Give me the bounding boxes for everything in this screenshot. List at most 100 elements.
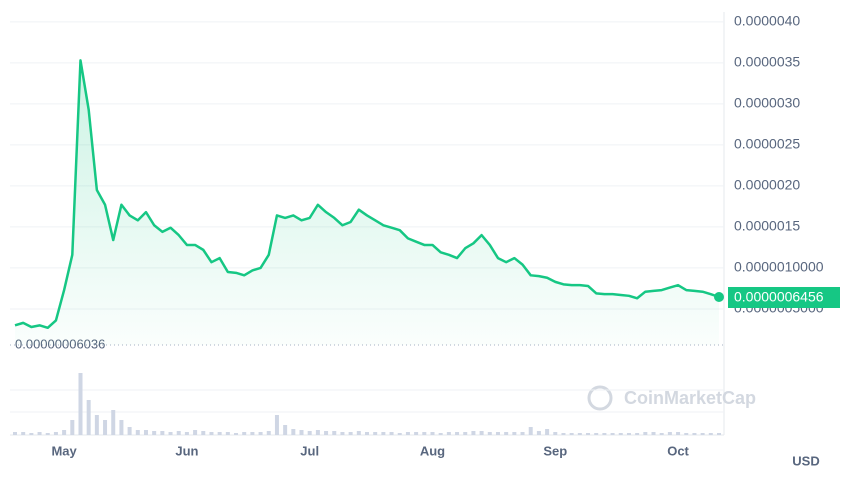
volume-bar: [512, 432, 517, 435]
currency: USD: [792, 453, 819, 468]
volume-bar: [536, 431, 541, 435]
volume-bar: [430, 432, 435, 435]
volume-bar: [659, 433, 664, 435]
volume-bar: [586, 433, 591, 435]
volume-bar: [438, 433, 443, 435]
x-tick-label: Aug: [420, 443, 445, 458]
price-badge: [728, 286, 840, 308]
volume-bar: [324, 431, 329, 435]
volume-bar: [643, 432, 648, 435]
volume-bar: [684, 433, 689, 435]
volume-bar: [283, 425, 288, 435]
volume-bar: [708, 433, 713, 435]
watermark-text: CoinMarketCap: [624, 388, 756, 408]
volume-bar: [234, 433, 239, 435]
volume-bar: [143, 430, 148, 435]
y-tick-label: 0.0000040: [734, 13, 800, 29]
last-point: [714, 291, 724, 302]
volume-bar: [29, 433, 34, 435]
volume-bar: [487, 432, 492, 435]
volume-bar: [152, 431, 157, 435]
volume-bar: [37, 432, 42, 435]
volume-bar: [455, 432, 460, 435]
volume-bar: [299, 430, 304, 435]
volume-bar: [258, 432, 263, 435]
volume-bar: [577, 433, 582, 435]
volume-bar: [250, 432, 255, 435]
y-tick-label: 0.0000035: [734, 54, 800, 70]
volume-bar: [160, 431, 165, 435]
volume-bar: [53, 432, 58, 435]
volume-bar: [561, 433, 566, 435]
x-tick-label: Jul: [300, 443, 319, 458]
volume-bar: [463, 432, 468, 435]
volume-bar: [291, 429, 296, 435]
volume-bar: [569, 433, 574, 435]
volume-bar: [201, 431, 206, 435]
y-tick-label: 0.0000020: [734, 177, 800, 193]
volume-bar: [340, 432, 345, 435]
volume-bar: [274, 415, 279, 435]
volume-bar: [78, 373, 83, 435]
volume-bar: [62, 430, 67, 435]
volume-bar: [21, 432, 26, 435]
volume-bar: [94, 415, 99, 435]
volume-bar: [127, 427, 132, 435]
volume-bar: [504, 432, 509, 435]
price-area: [15, 60, 719, 346]
volume-bar: [70, 420, 75, 435]
volume-bar: [405, 432, 410, 435]
volume-bar: [545, 429, 550, 435]
x-tick-label: Sep: [543, 443, 567, 458]
watermark: CoinMarketCap: [587, 385, 756, 411]
y-tick-label: 0.0000025: [734, 136, 800, 152]
volume-bar: [610, 433, 615, 435]
volume-bar: [594, 433, 599, 435]
y-tick-label: 0.0000015: [734, 218, 800, 234]
price-badge-label: 0.0000006456: [734, 289, 824, 305]
volume-bar: [618, 433, 623, 435]
volume-bar: [86, 400, 91, 435]
volume-bar: [381, 432, 386, 435]
x-tick-label: May: [51, 443, 77, 458]
volume-bar: [667, 432, 672, 435]
volume-bar: [242, 432, 247, 435]
logo: [587, 385, 613, 411]
volume-bar: [373, 432, 378, 435]
volume-bar: [365, 432, 369, 435]
volume-bar: [135, 430, 140, 435]
volume-bar: [676, 432, 681, 435]
volume-bar: [209, 432, 214, 435]
x-tick-label: Oct: [667, 443, 689, 458]
volume-bar: [397, 433, 402, 435]
volume-bar: [348, 432, 353, 435]
volume-bar: [717, 433, 721, 435]
volume-bar: [13, 432, 17, 435]
volume-bar: [266, 431, 271, 435]
volume-bar: [45, 433, 50, 435]
volume-bar: [332, 431, 337, 435]
volume-bar: [193, 430, 198, 435]
volume-bar: [479, 431, 484, 435]
volume-bar: [414, 432, 419, 435]
y-tick-label: 0.0000030: [734, 95, 800, 111]
volume-bar: [315, 430, 320, 435]
volume-bar: [700, 433, 705, 435]
volume-bar: [168, 432, 173, 435]
volume-bar: [471, 431, 476, 435]
volume-bar: [692, 433, 697, 435]
volume-bar: [176, 431, 181, 435]
volume-bar: [184, 432, 189, 435]
volume-bar: [356, 431, 361, 435]
x-tick-label: Jun: [175, 443, 198, 458]
y-tick-label: 0.0000010000: [734, 259, 824, 275]
volume-bar: [103, 420, 108, 435]
volume-bar: [553, 432, 558, 435]
volume-bar: [119, 420, 124, 435]
volume-bar: [635, 433, 640, 435]
volume-bar: [626, 433, 631, 435]
volume-bar: [528, 427, 533, 435]
volume-bar: [520, 432, 525, 435]
volume-bar: [389, 432, 394, 435]
